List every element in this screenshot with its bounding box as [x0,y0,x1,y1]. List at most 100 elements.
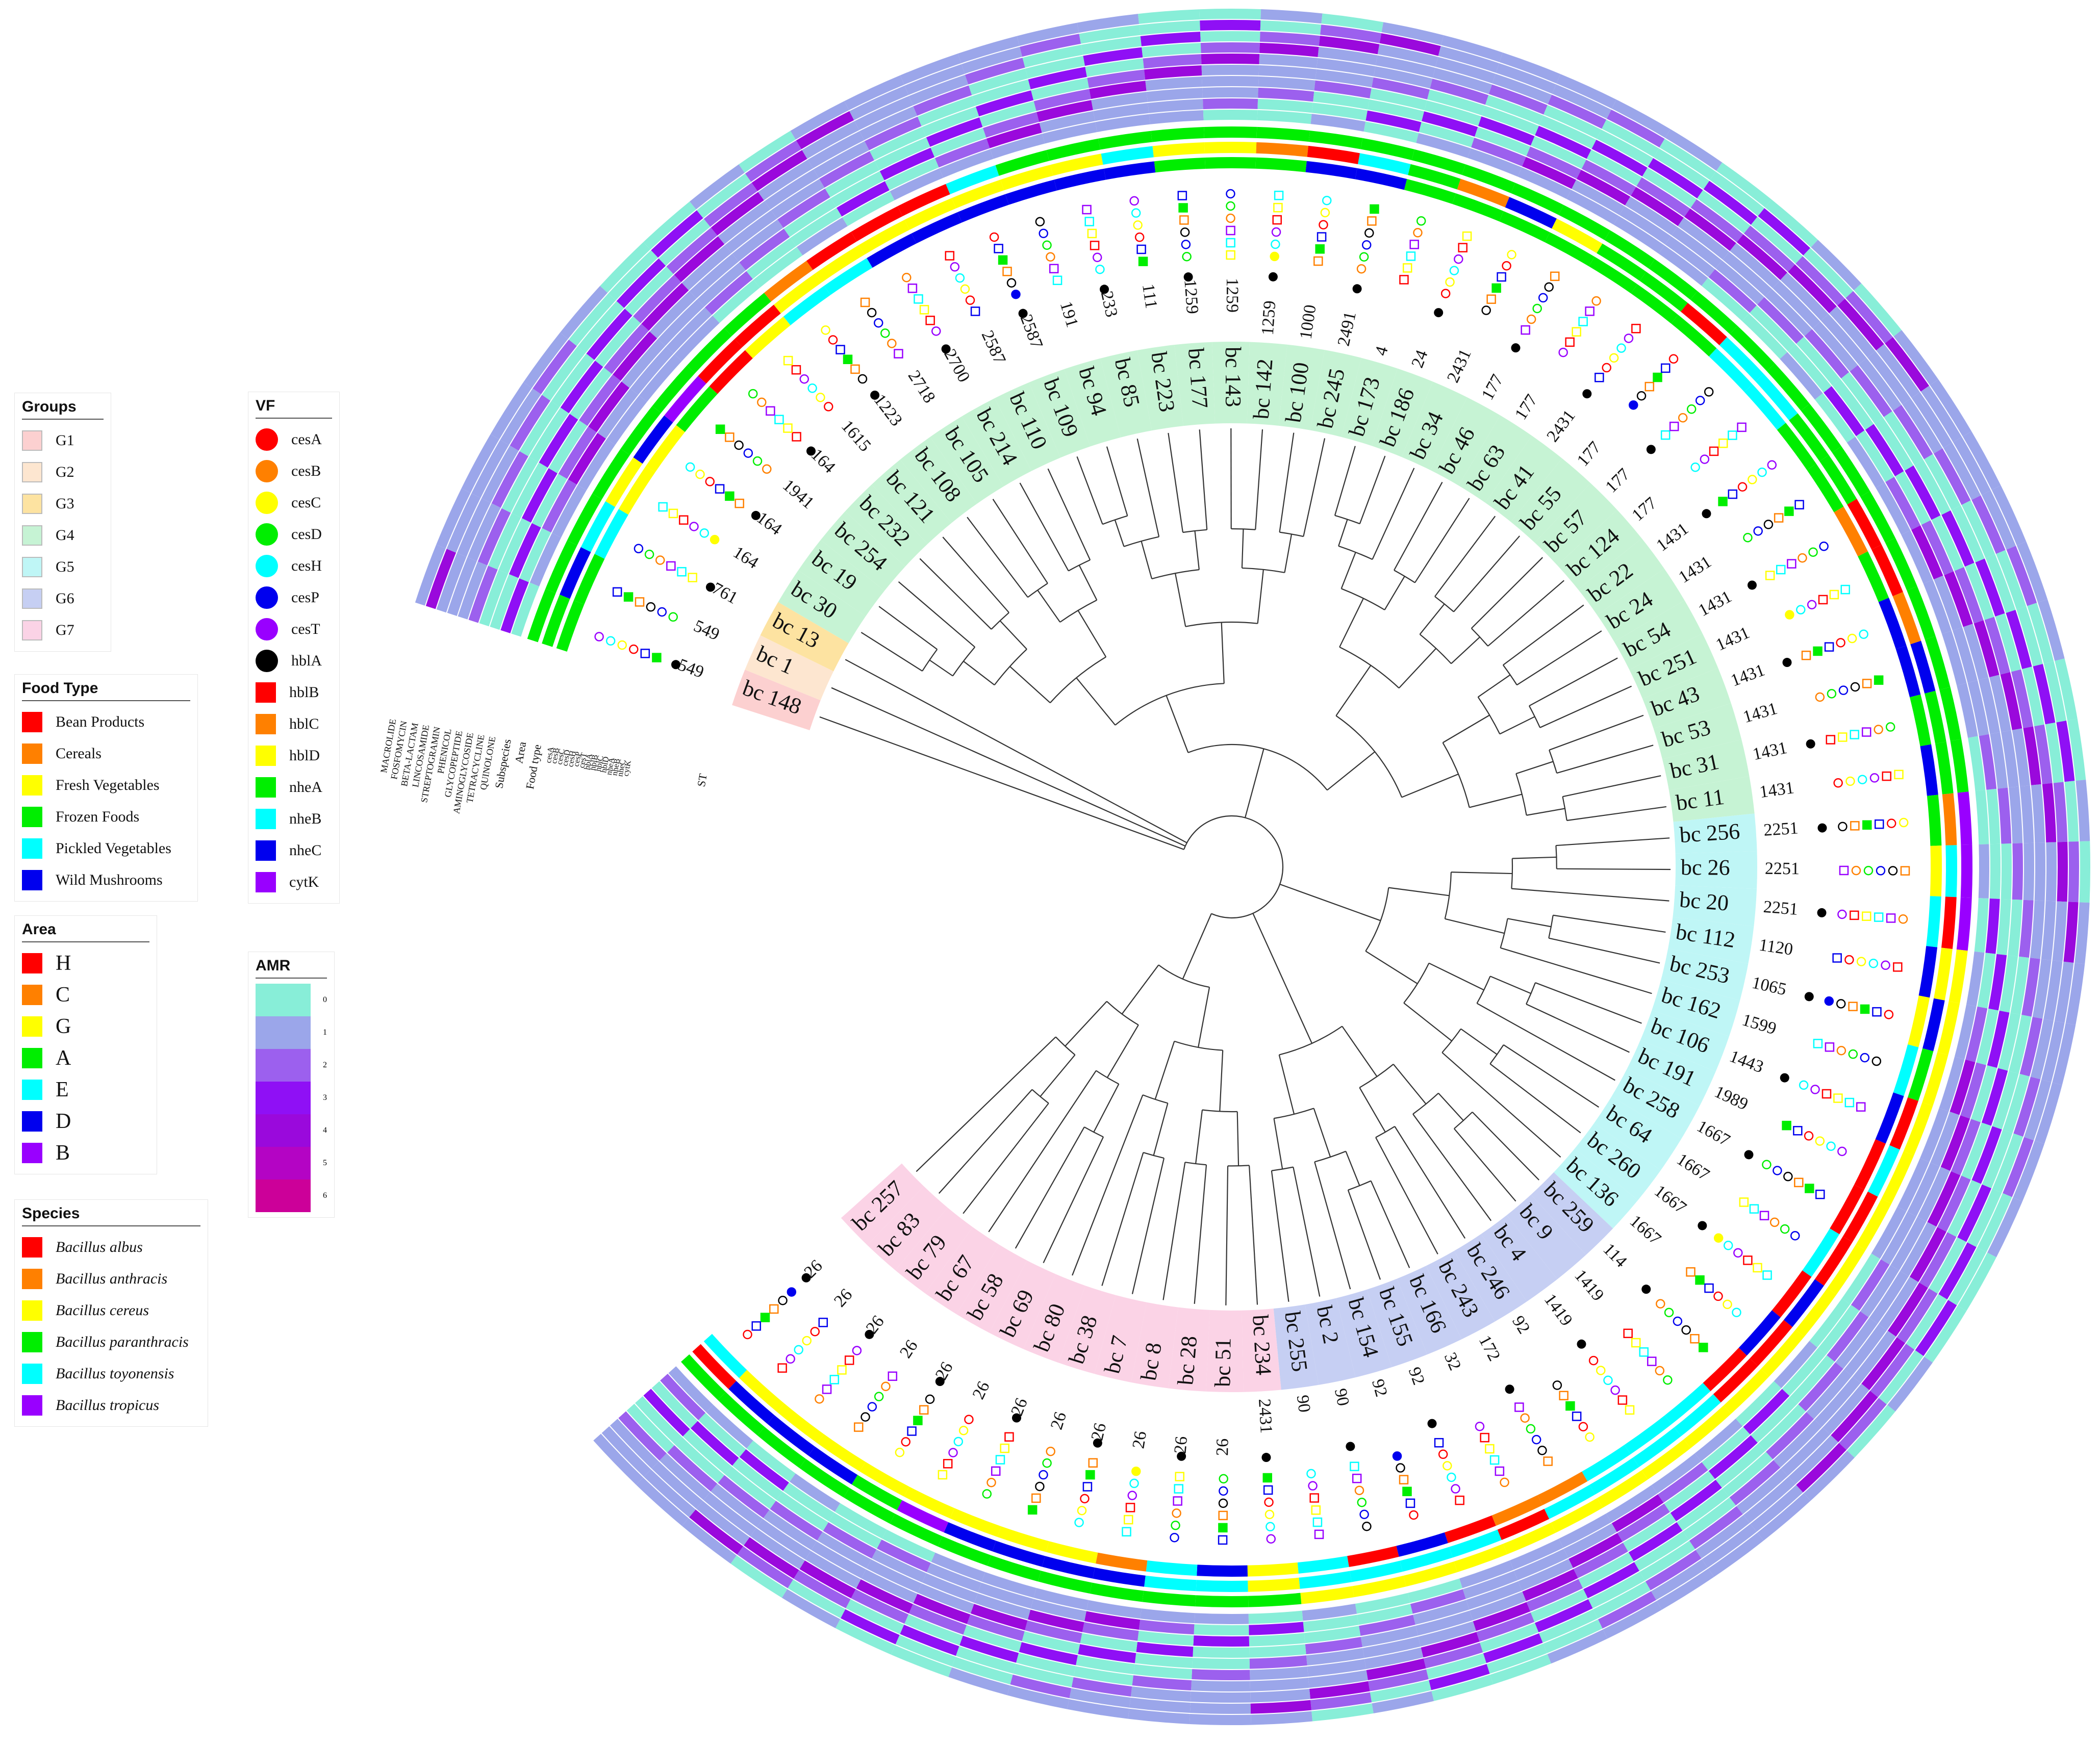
amr-cell [2055,658,2078,721]
vf-marker [1035,1481,1045,1492]
amr-cell [983,112,1040,138]
group-band-segment [1206,1310,1244,1393]
amr-cell [1318,47,1378,66]
vf-marker [1629,400,1638,410]
st-label: 177 [1574,438,1605,470]
vf-marker [1845,776,1855,786]
species-legend: Species Bacillus albus Bacillus anthracis… [14,1199,208,1427]
food-type-ring-segment [1491,1495,1542,1526]
amr-cell [666,307,712,354]
vf-marker [1833,1093,1843,1103]
vf-marker [1526,1424,1536,1434]
amr-cell [1751,217,1803,264]
vf-gene-label: cesC [555,748,567,765]
amr-cell [1961,1122,1991,1180]
hbla-marker [1352,284,1362,294]
vf-marker [1320,208,1330,218]
amr-cell [2022,666,2044,727]
area-ring-segment [1204,141,1257,154]
vf-marker [1774,513,1784,523]
amr-cell [1989,843,2001,899]
food-type-ring-segment [594,509,628,559]
amr-cell [579,374,621,426]
vf-marker [1686,1267,1696,1277]
amr-cell [1306,1648,1364,1666]
amr-cell [856,1579,913,1613]
amr-cell [2034,1082,2062,1144]
amr-cell [1598,1591,1656,1629]
group-band-segment [1662,739,1750,790]
group-band-segment [1397,1266,1462,1355]
amr-cell [660,1373,706,1421]
amr-cell [1723,251,1772,297]
food-type-ring-segment [1777,423,1816,470]
amr-cell [498,518,531,574]
tree-branch [1106,446,1128,516]
food_type-legend-swatch [22,712,42,732]
st-label: 111 [1138,283,1161,310]
subspecies-ring-segment [1248,1593,1302,1607]
amr-cell [1954,567,1984,624]
amr-cell [1509,1538,1563,1570]
food_type-legend-label: Cereals [56,745,102,762]
vf-marker [1500,1477,1509,1487]
tree-branch [1511,888,1669,902]
amr-cell [697,262,746,307]
area-ring-segment [735,304,781,347]
tree-branch [1303,438,1326,537]
subspecies-ring-segment [987,1555,1041,1582]
tree-branch [1174,845,1184,850]
amr-cell [2019,1017,2043,1076]
food-type-ring-segment [618,466,655,515]
groups-legend-label: G1 [56,432,74,449]
food-type-ring-segment [1096,1552,1148,1572]
amr-cell [1902,398,1943,454]
vf-marker [1647,1356,1657,1366]
amr-cell [718,201,771,244]
leaf-label: bc 20 [1679,887,1730,915]
amr-cell [1780,352,1823,400]
groups-legend-label: G2 [56,464,74,480]
amr-cell [1140,32,1201,46]
vf-legend-item: hblB [256,677,332,708]
vf-marker [1848,1002,1858,1011]
vf-marker [1359,252,1369,262]
vf-gene-label: hblD [599,756,611,773]
vf-marker [1876,866,1886,876]
tree-branch [1040,1054,1076,1097]
amr-cell [2012,728,2030,787]
vf-marker [678,515,689,525]
tree-branch [1549,714,1644,751]
vf-marker [1138,257,1148,266]
amr-cell [1362,1636,1421,1658]
amr-cell [1073,1666,1133,1686]
vf-marker [1699,1343,1708,1352]
vf-marker [1862,679,1872,688]
amr-cell [711,1483,763,1527]
tree-branch [1471,557,1544,629]
vf-marker [1862,820,1872,830]
st-label: 26 [1087,1421,1110,1443]
area-ring-segment [1925,690,1946,744]
amr-cell [1978,844,1989,899]
amr-cell [479,570,509,627]
amr-cell [1076,1655,1135,1675]
st-label: 177 [1511,391,1541,423]
vf-marker [1416,216,1426,226]
amr-cell [1743,1389,1790,1435]
vf-marker [843,354,853,365]
vf-marker [1723,1241,1733,1250]
vf-marker [1308,1481,1318,1491]
amr-cell [1991,485,2027,546]
amr-cell [621,339,666,388]
amr-cell [1856,430,1894,482]
amr-cell [1697,190,1751,234]
amr-cell [1804,1450,1855,1501]
amr-cell [1129,1697,1191,1713]
amr-cell [1951,1119,1981,1175]
amr-cell [1927,1171,1961,1227]
amr-cell [1359,1614,1415,1636]
subspecies-ring-segment [1300,1586,1354,1604]
amr-cell [1080,1633,1137,1652]
tree-branch [1043,1137,1104,1264]
